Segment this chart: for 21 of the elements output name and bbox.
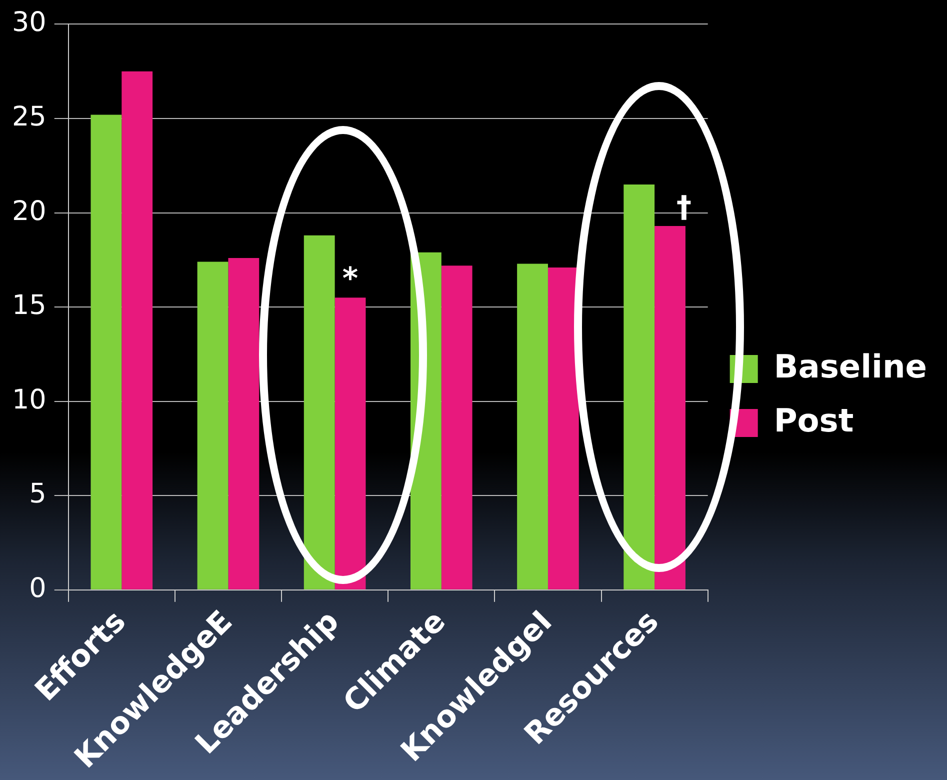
legend-label: Post xyxy=(774,401,854,440)
annotation: * xyxy=(342,261,358,296)
bar xyxy=(122,71,153,590)
bar xyxy=(517,264,548,590)
y-tick-label: 0 xyxy=(29,572,46,604)
y-tick-label: 10 xyxy=(12,384,46,416)
y-tick-label: 15 xyxy=(12,290,46,322)
bar xyxy=(197,262,228,590)
bar xyxy=(304,235,335,590)
bar xyxy=(624,184,655,590)
y-tick-label: 20 xyxy=(12,196,46,227)
y-tick-label: 25 xyxy=(12,102,46,133)
bar xyxy=(441,266,472,590)
bar xyxy=(548,267,579,590)
legend-label: Baseline xyxy=(774,347,927,386)
bar xyxy=(334,298,366,590)
y-tick-label: 5 xyxy=(29,478,46,510)
y-tick-label: 30 xyxy=(12,7,46,38)
bar xyxy=(90,114,122,590)
bar xyxy=(228,258,260,590)
bar xyxy=(654,226,686,590)
